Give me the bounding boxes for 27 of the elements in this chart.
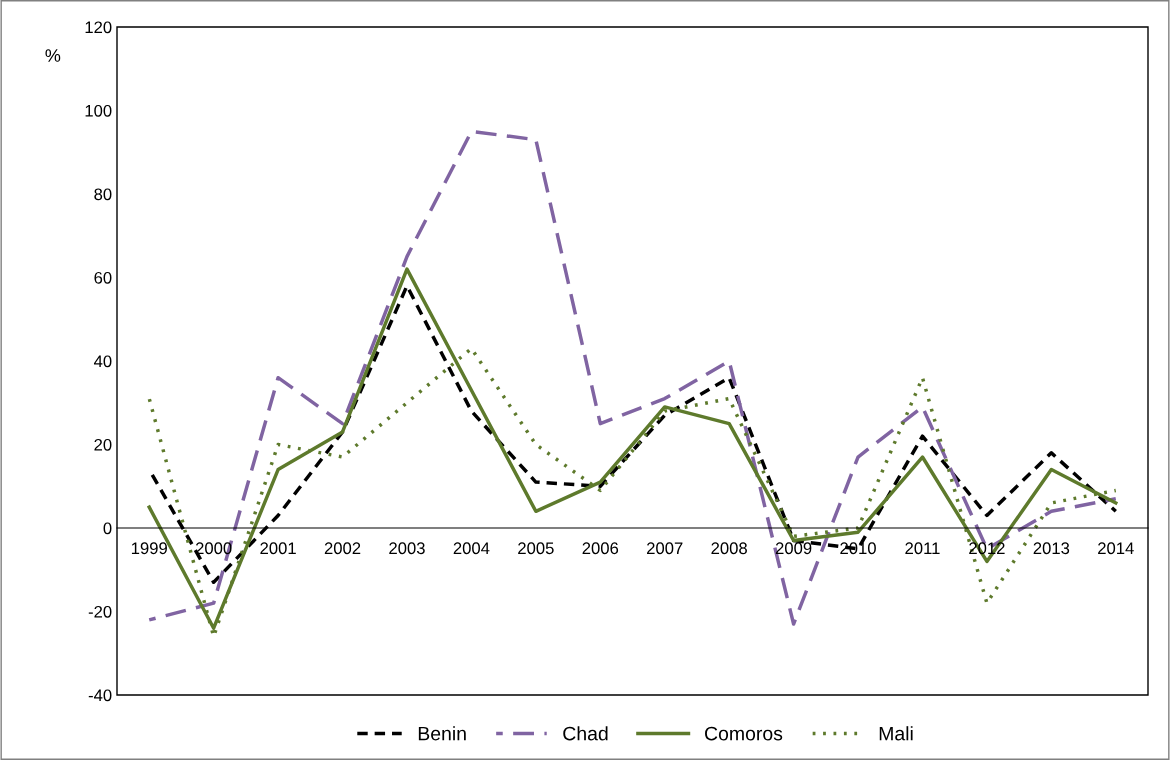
x-tick-label: 2009 — [775, 542, 812, 555]
legend-label: Chad — [563, 726, 608, 741]
x-tick-label: 2002 — [324, 542, 361, 555]
legend-label: Mali — [879, 726, 913, 741]
legend-label: Benin — [418, 726, 466, 741]
x-tick-label: 2001 — [260, 542, 296, 555]
x-tick-label: 2011 — [905, 542, 940, 555]
x-tick-label: 2004 — [453, 542, 490, 555]
y-tick-label: 20 — [94, 438, 112, 451]
y-tick-label: 80 — [94, 188, 112, 201]
y-axis-title: % — [45, 49, 61, 62]
y-tick-label: -40 — [88, 689, 112, 702]
y-tick-label: 100 — [85, 104, 112, 117]
x-tick-label: 1999 — [131, 542, 167, 555]
x-tick-label: 2003 — [389, 542, 425, 555]
y-tick-label: 40 — [93, 355, 112, 368]
x-tick-label: 2008 — [711, 542, 747, 555]
x-tick-label: 2005 — [518, 542, 554, 555]
x-tick-label: 2006 — [582, 542, 619, 555]
y-tick-label: 60 — [94, 271, 112, 284]
y-tick-label: 0 — [103, 522, 112, 535]
legend-label: Comoros — [705, 726, 783, 741]
x-tick-label: 2013 — [1033, 542, 1070, 555]
y-tick-label: 120 — [85, 21, 112, 34]
x-tick-label: 2014 — [1098, 542, 1134, 555]
y-tick-label: -20 — [88, 605, 112, 618]
x-tick-label: 2007 — [647, 542, 683, 555]
